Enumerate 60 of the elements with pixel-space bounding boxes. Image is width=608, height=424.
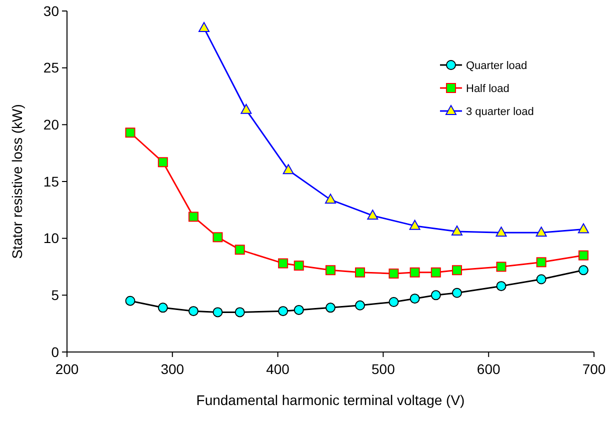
point bbox=[355, 300, 366, 310]
point bbox=[234, 307, 245, 318]
y-tick-label: 30 bbox=[43, 2, 60, 19]
y-tick-label: 0 bbox=[51, 344, 60, 360]
legend-label: 3 quarter load bbox=[466, 106, 534, 118]
point bbox=[294, 260, 304, 271]
point bbox=[496, 226, 507, 237]
y-tick-label: 15 bbox=[43, 173, 60, 190]
y-tick-label: 10 bbox=[43, 230, 60, 246]
point bbox=[409, 220, 420, 230]
point bbox=[536, 274, 546, 284]
point bbox=[278, 306, 288, 316]
y-axis-title: Stator resistive loss (kW) bbox=[9, 104, 25, 259]
point bbox=[234, 244, 245, 255]
x-tick-label: 400 bbox=[266, 361, 290, 377]
point bbox=[367, 210, 378, 220]
x-tick-label: 500 bbox=[372, 361, 396, 377]
point bbox=[125, 296, 136, 306]
point bbox=[188, 306, 198, 316]
point bbox=[452, 288, 462, 298]
point bbox=[240, 104, 252, 114]
point bbox=[188, 212, 198, 222]
point bbox=[355, 267, 366, 278]
legend-label: Half load bbox=[466, 82, 510, 95]
point bbox=[410, 294, 420, 304]
point bbox=[326, 265, 336, 276]
x-tick-label: 700 bbox=[582, 361, 606, 377]
point bbox=[158, 302, 168, 313]
point bbox=[325, 194, 336, 204]
point bbox=[278, 258, 288, 268]
x-tick-label: 600 bbox=[476, 361, 500, 377]
point bbox=[410, 267, 420, 278]
point bbox=[430, 290, 441, 300]
y-tick-label: 5 bbox=[51, 287, 60, 304]
point bbox=[536, 257, 546, 268]
point bbox=[212, 307, 223, 318]
point bbox=[496, 281, 506, 292]
point bbox=[578, 223, 589, 234]
point bbox=[451, 226, 462, 236]
y-tick-label: 20 bbox=[43, 116, 60, 133]
point bbox=[125, 128, 136, 138]
point bbox=[388, 268, 399, 279]
point bbox=[198, 22, 210, 32]
point bbox=[326, 302, 336, 313]
point bbox=[212, 232, 223, 242]
point bbox=[536, 226, 547, 237]
y-tick-label: 25 bbox=[43, 60, 60, 76]
x-tick-label: 200 bbox=[55, 361, 79, 377]
x-tick-label: 300 bbox=[160, 361, 184, 377]
legend-label: Quarter load bbox=[466, 60, 528, 72]
point bbox=[388, 296, 399, 307]
point bbox=[158, 157, 168, 168]
point bbox=[496, 262, 506, 272]
point bbox=[430, 267, 441, 278]
point bbox=[452, 265, 462, 276]
point bbox=[294, 304, 304, 315]
point bbox=[578, 265, 588, 276]
x-axis-title: Fundamental harmonic terminal voltage (V) bbox=[196, 392, 465, 408]
point bbox=[282, 164, 294, 174]
point bbox=[578, 250, 588, 260]
